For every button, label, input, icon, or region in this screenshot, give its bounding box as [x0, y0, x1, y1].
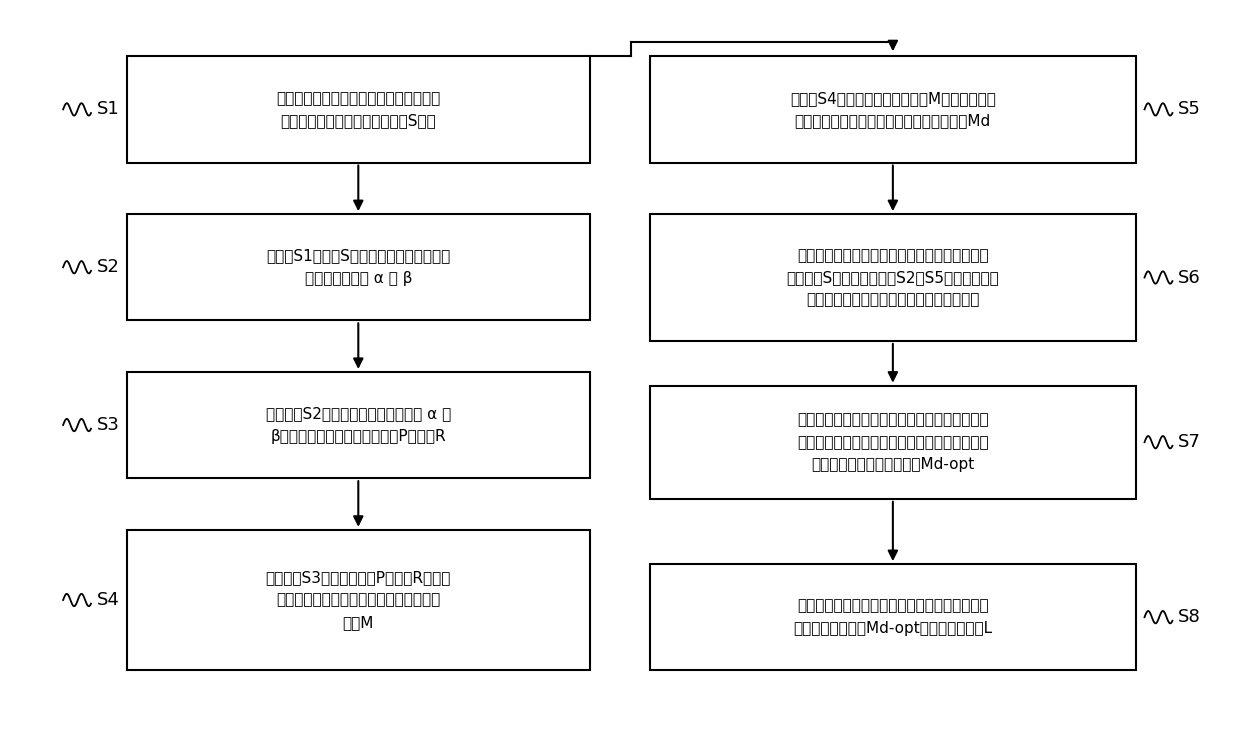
Text: S4: S4 — [97, 591, 119, 609]
Text: 对步骤S4得到的滤波器耦合矩阵M采用数值迭代
解耦变换得到满足解耦变换条件的解耦矩阵Md: 对步骤S4得到的滤波器耦合矩阵M采用数值迭代 解耦变换得到满足解耦变换条件的解耦… — [790, 91, 996, 128]
Text: 对步骤S1获取的S参数，采用寻优算法计算
去相位加载因子 α 和 β: 对步骤S1获取的S参数，采用寻优算法计算 去相位加载因子 α 和 β — [267, 249, 450, 286]
FancyBboxPatch shape — [650, 56, 1136, 163]
Text: 确定多组滤波器的设计尺寸，基于测量或电磁仿
真获取其S参数，并按步骤S2至S5提取解耦矩阵
，建立设计尺寸与解耦矩阵的空间映射模型: 确定多组滤波器的设计尺寸，基于测量或电磁仿 真获取其S参数，并按步骤S2至S5提… — [786, 247, 999, 307]
Text: S6: S6 — [1178, 269, 1200, 286]
Text: 确定滤波器结构和初始设计尺寸，基于测
量或电磁仿真获取初始滤波器的S参数: 确定滤波器结构和初始设计尺寸，基于测 量或电磁仿真获取初始滤波器的S参数 — [277, 91, 440, 128]
FancyBboxPatch shape — [126, 56, 590, 163]
Text: 根据期望设计值，通过优化算法调整初始设计滤
波器的解耦矩阵元素，得到与期望设计值接近的
滤波器耦合矩阵的解耦矩阵Md-opt: 根据期望设计值，通过优化算法调整初始设计滤 波器的解耦矩阵元素，得到与期望设计值… — [797, 412, 988, 472]
FancyBboxPatch shape — [126, 372, 590, 478]
Text: S8: S8 — [1178, 608, 1200, 626]
FancyBboxPatch shape — [650, 385, 1136, 499]
Text: S3: S3 — [97, 416, 119, 434]
Text: S5: S5 — [1178, 101, 1200, 118]
Text: 利用步骤S3计算出的极点P和留数R，进行
完全规范耦合矩阵综合，得到滤波器耦合
矩阵M: 利用步骤S3计算出的极点P和留数R，进行 完全规范耦合矩阵综合，得到滤波器耦合 … — [265, 570, 451, 630]
Text: 利用所述空间映射模型，根据优化后的滤波器耦
合矩阵的解耦矩阵Md-opt计算出设计参数L: 利用所述空间映射模型，根据优化后的滤波器耦 合矩阵的解耦矩阵Md-opt计算出设… — [794, 599, 992, 636]
Text: 利用步骤S2计算出的去相位加载因子 α 和
β，通过矢量拟合计算得到极点P和留数R: 利用步骤S2计算出的去相位加载因子 α 和 β，通过矢量拟合计算得到极点P和留数… — [265, 407, 451, 444]
FancyBboxPatch shape — [650, 214, 1136, 341]
FancyBboxPatch shape — [126, 214, 590, 320]
FancyBboxPatch shape — [126, 530, 590, 670]
FancyBboxPatch shape — [650, 564, 1136, 670]
Text: S1: S1 — [97, 101, 119, 118]
Text: S7: S7 — [1178, 433, 1200, 451]
Text: S2: S2 — [97, 258, 119, 276]
